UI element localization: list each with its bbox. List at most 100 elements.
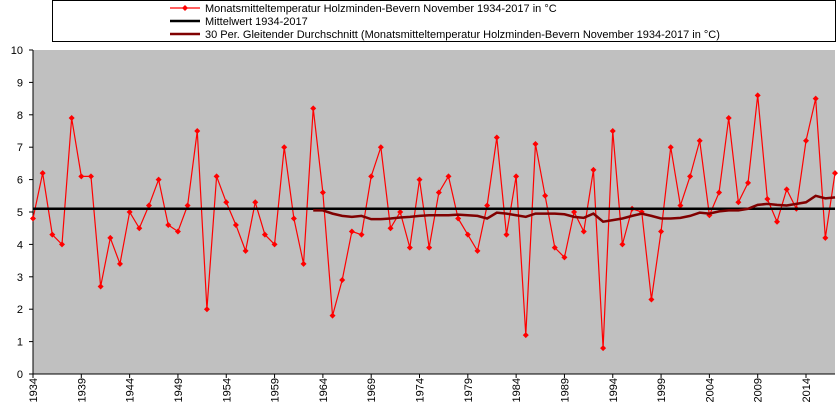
data-point [368, 173, 375, 180]
data-point [68, 115, 75, 122]
data-point [687, 173, 694, 180]
data-point [513, 173, 520, 180]
data-point [764, 196, 771, 203]
data-point [232, 221, 239, 228]
data-line [32, 95, 836, 349]
data-point [464, 231, 471, 238]
data-point [58, 241, 65, 248]
data-point [542, 192, 549, 199]
x-tick-label: 2014 [801, 378, 813, 402]
data-point [223, 199, 230, 206]
x-tick-label: 2004 [704, 378, 716, 402]
data-point [445, 173, 452, 180]
data-point [503, 231, 510, 238]
data-point [735, 199, 742, 206]
x-tick-label: 1959 [270, 378, 282, 402]
x-tick-label: 1984 [511, 378, 523, 402]
data-point [522, 332, 529, 339]
data-point [387, 225, 394, 232]
data-point [358, 231, 365, 238]
legend-label: 30 Per. Gleitender Durchschnitt (Monatsm… [205, 29, 720, 41]
data-point [155, 176, 162, 183]
data-point [416, 176, 423, 183]
data-point [397, 209, 404, 215]
data-point [754, 92, 761, 99]
data-point [30, 215, 36, 222]
data-line [313, 194, 836, 224]
legend-label: Mittelwert 1934-2017 [205, 16, 308, 28]
data-point [532, 140, 539, 147]
data-point [271, 241, 278, 248]
data-point [242, 247, 249, 254]
data-point [580, 228, 587, 235]
x-tick-label: 1999 [656, 378, 668, 402]
x-tick-label: 1964 [318, 378, 330, 402]
y-tick-label: 3 [17, 272, 23, 284]
data-point [474, 247, 481, 254]
data-point [648, 296, 655, 303]
data-point [745, 179, 752, 186]
data-point [300, 260, 307, 267]
data-point [716, 189, 723, 196]
data-point [677, 202, 684, 209]
x-tick-label: 1954 [221, 378, 233, 402]
y-tick-label: 8 [17, 110, 23, 122]
data-point [406, 244, 413, 251]
data-point [377, 144, 384, 151]
y-tick-label: 9 [17, 77, 23, 89]
y-tick-label: 4 [17, 239, 23, 251]
x-tick-label: 1939 [76, 378, 88, 402]
data-point [116, 260, 123, 267]
data-point [145, 202, 152, 209]
x-tick-label: 2009 [753, 378, 765, 402]
x-tick-label: 1949 [173, 378, 185, 402]
data-point [97, 283, 104, 290]
y-tick-label: 0 [17, 369, 23, 381]
data-point [812, 95, 819, 102]
data-point [561, 254, 568, 261]
y-tick-label: 6 [17, 175, 23, 187]
x-tick-label: 1974 [415, 378, 427, 402]
data-point [329, 312, 336, 319]
data-point [107, 234, 114, 241]
data-point [774, 218, 781, 225]
data-point [551, 244, 558, 251]
data-point [493, 134, 500, 141]
data-point [310, 105, 317, 112]
data-point [822, 234, 829, 241]
data-point [261, 231, 268, 238]
data-point [339, 277, 346, 284]
data-point [252, 199, 259, 206]
data-point [126, 209, 133, 215]
y-tick-label: 1 [17, 337, 23, 349]
data-point [609, 128, 616, 134]
data-point [590, 166, 597, 173]
x-tick-label: 1934 [28, 378, 40, 402]
data-point [174, 228, 181, 235]
data-point [435, 189, 442, 196]
data-point [290, 215, 297, 222]
data-point [803, 137, 810, 144]
data-point [600, 345, 607, 352]
data-point [455, 215, 462, 222]
data-point [658, 228, 665, 235]
data-point [348, 228, 355, 235]
data-point [619, 241, 626, 248]
data-point [832, 170, 838, 177]
data-point [667, 144, 674, 151]
data-point [484, 202, 491, 209]
x-tick-label: 1979 [463, 378, 475, 402]
data-point [184, 202, 191, 209]
data-point [78, 173, 85, 180]
data-point [696, 137, 703, 144]
data-point [49, 231, 56, 238]
x-tick-label: 1994 [608, 378, 620, 402]
data-point [194, 128, 201, 134]
legend-marker [182, 5, 188, 11]
data-point [725, 115, 732, 122]
data-point [281, 144, 288, 151]
data-point [165, 221, 172, 228]
data-point [213, 173, 220, 180]
x-tick-label: 1989 [559, 378, 571, 402]
y-tick-label: 7 [17, 142, 23, 154]
